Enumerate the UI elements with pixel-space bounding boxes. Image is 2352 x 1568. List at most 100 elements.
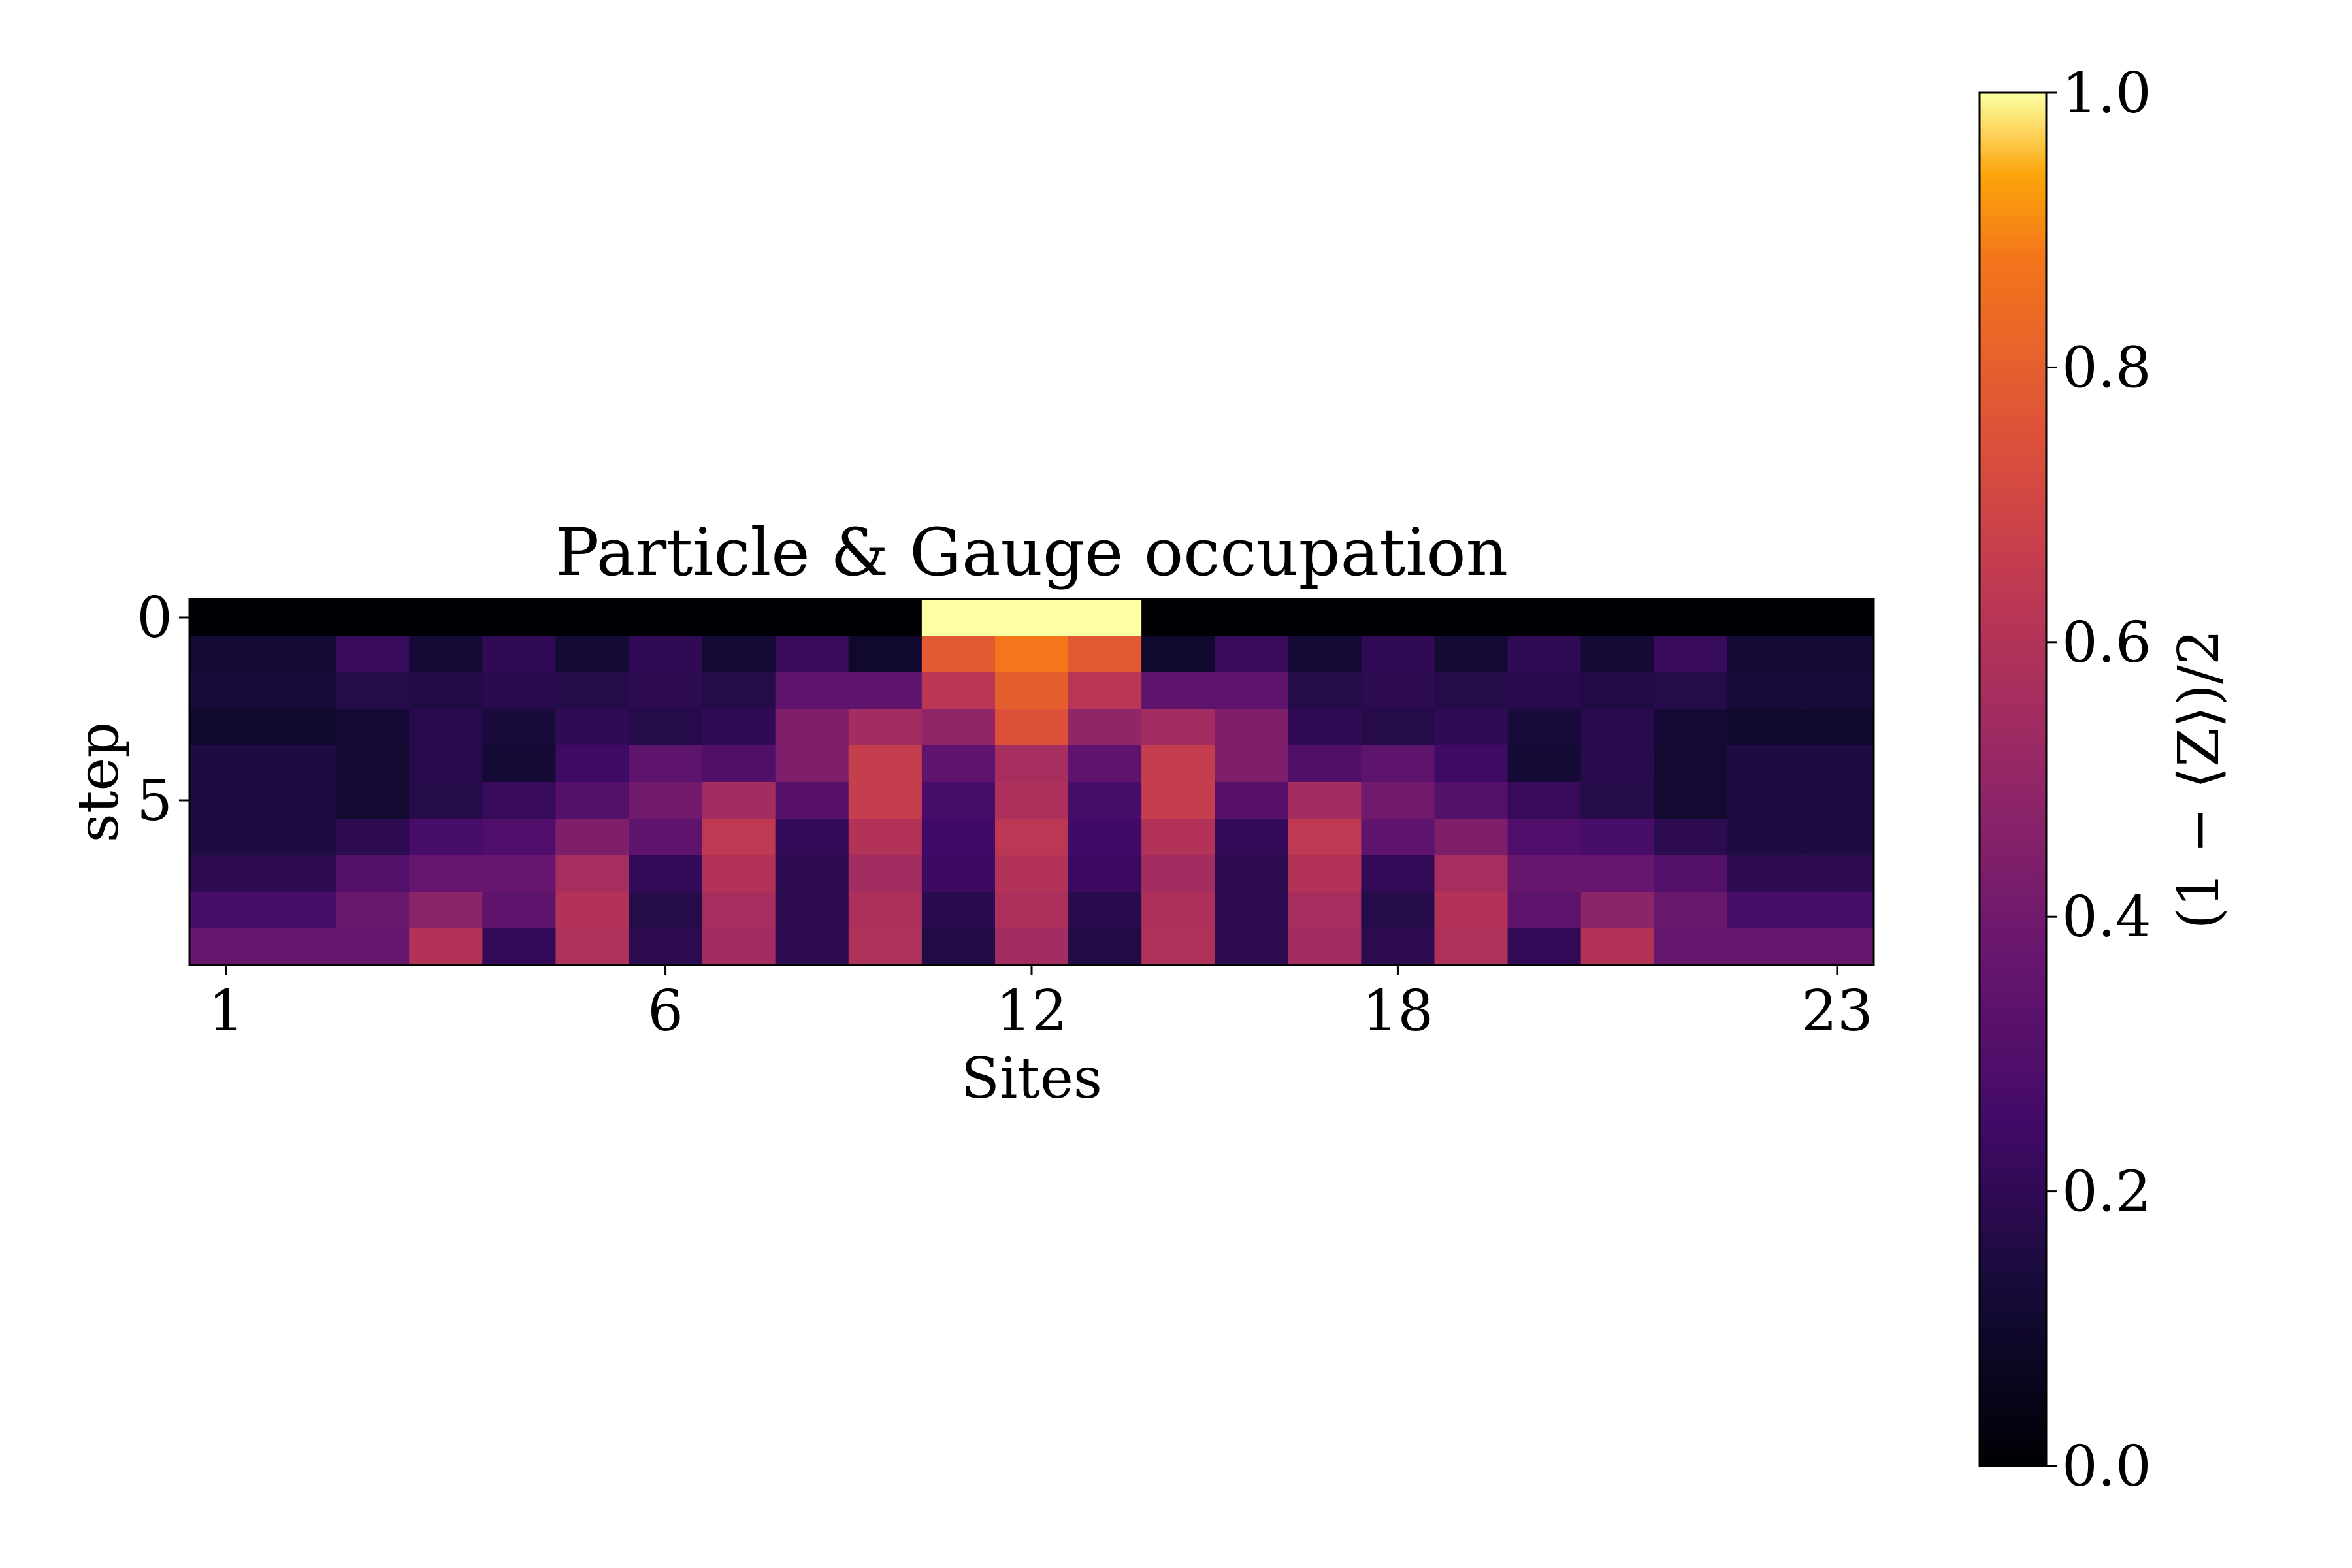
heatmap-cell: [189, 892, 263, 929]
heatmap-cell: [1800, 892, 1874, 929]
heatmap-cell: [994, 745, 1069, 783]
heatmap-cell: [1727, 782, 1801, 819]
heatmap-cell: [994, 709, 1069, 746]
heatmap-cell: [189, 819, 263, 856]
heatmap-cell: [1361, 672, 1435, 710]
heatmap-cell: [263, 892, 336, 929]
heatmap-cell: [409, 928, 483, 966]
heatmap-cell: [189, 636, 263, 673]
heatmap-cell: [848, 928, 923, 966]
heatmap-cell: [189, 855, 263, 892]
heatmap-cell: [1434, 892, 1509, 929]
heatmap-cell: [1288, 672, 1362, 710]
heatmap-cell: [1580, 672, 1655, 710]
heatmap-cell: [921, 599, 996, 636]
heatmap-cell: [409, 745, 483, 783]
heatmap-cell: [848, 782, 923, 819]
heatmap-cell: [1361, 819, 1435, 856]
heatmap-cell: [1068, 892, 1142, 929]
colorbar: [1978, 91, 2048, 1467]
heatmap-cell: [1507, 636, 1582, 673]
heatmap-cell: [409, 636, 483, 673]
heatmap-cell: [1141, 636, 1215, 673]
heatmap-cell: [629, 892, 703, 929]
heatmap-cell: [1215, 782, 1288, 819]
heatmap-cell: [1141, 709, 1215, 746]
heatmap-cell: [1215, 636, 1288, 673]
heatmap-cell: [336, 782, 410, 819]
heatmap-cell: [1361, 745, 1435, 783]
heatmap-cell: [1800, 928, 1874, 966]
heatmap-cell: [1361, 709, 1435, 746]
heatmap-cell: [1654, 672, 1728, 710]
heatmap-cell: [848, 819, 923, 856]
x-tick-label: 1: [208, 979, 244, 1044]
heatmap-cell: [1580, 855, 1655, 892]
heatmap-cell: [1068, 782, 1142, 819]
heatmap-cell: [1288, 782, 1362, 819]
heatmap-cell: [994, 819, 1069, 856]
heatmap-cell: [1215, 928, 1288, 966]
heatmap-cell: [848, 709, 923, 746]
heatmap-cell: [555, 599, 630, 636]
heatmap-cell: [409, 819, 483, 856]
heatmap-cell: [848, 892, 923, 929]
heatmap-cell: [775, 636, 849, 673]
heatmap-cell: [1068, 745, 1142, 783]
heatmap-cell: [702, 709, 776, 746]
heatmap-cell: [1215, 672, 1288, 710]
heatmap-cell: [409, 709, 483, 746]
heatmap-cell: [1654, 819, 1728, 856]
heatmap-cell: [921, 928, 996, 966]
heatmap-cell: [1727, 928, 1801, 966]
heatmap-cell: [1800, 636, 1874, 673]
heatmap-cell: [263, 855, 336, 892]
x-axis-ticks: 1 6 12 18 23: [208, 965, 1873, 1044]
colorbar-tick-label: 0.6: [2062, 610, 2151, 676]
heatmap-cell: [1580, 745, 1655, 783]
heatmap-cell: [1507, 599, 1582, 636]
heatmap-cell: [336, 636, 410, 673]
heatmap-cell: [555, 709, 630, 746]
heatmap-cell: [482, 636, 557, 673]
heatmap-cell: [189, 928, 263, 966]
heatmap-cell: [336, 599, 410, 636]
y-tick-label: 0: [137, 585, 172, 651]
heatmap-cell: [629, 599, 703, 636]
heatmap-cell: [1068, 855, 1142, 892]
heatmap-cell: [336, 892, 410, 929]
heatmap-cell: [1507, 928, 1582, 966]
heatmap-cell: [555, 819, 630, 856]
heatmap-cell: [848, 599, 923, 636]
heatmap-cell: [482, 782, 557, 819]
heatmap-cell: [482, 892, 557, 929]
heatmap-cell: [848, 855, 923, 892]
heatmap-cell: [994, 855, 1069, 892]
heatmap-cell: [1361, 928, 1435, 966]
heatmap-cell: [629, 709, 703, 746]
heatmap-cell: [921, 745, 996, 783]
heatmap-cell: [1434, 745, 1509, 783]
heatmap-cell: [1507, 819, 1582, 856]
colorbar-tick-label: 0.8: [2062, 335, 2151, 400]
heatmap-cell: [1215, 819, 1288, 856]
heatmap-cell: [1727, 819, 1801, 856]
heatmap-cell: [994, 672, 1069, 710]
heatmap-cell: [555, 782, 630, 819]
heatmap-cell: [1727, 636, 1801, 673]
colorbar-tick-label: 0.4: [2062, 885, 2151, 950]
heatmap-cell: [1434, 928, 1509, 966]
heatmap-cell: [994, 782, 1069, 819]
heatmap-cell: [409, 599, 483, 636]
heatmap-cell: [1800, 819, 1874, 856]
heatmap-cell: [629, 928, 703, 966]
colorbar-label: (1 − ⟨Z⟩)/2: [2166, 629, 2232, 929]
heatmap-cell: [1654, 892, 1728, 929]
heatmap-cell: [994, 636, 1069, 673]
heatmap-cell: [702, 855, 776, 892]
heatmap-cell: [189, 672, 263, 710]
heatmap-cell: [482, 819, 557, 856]
heatmap-cell: [1434, 636, 1509, 673]
heatmap-cell: [263, 745, 336, 783]
